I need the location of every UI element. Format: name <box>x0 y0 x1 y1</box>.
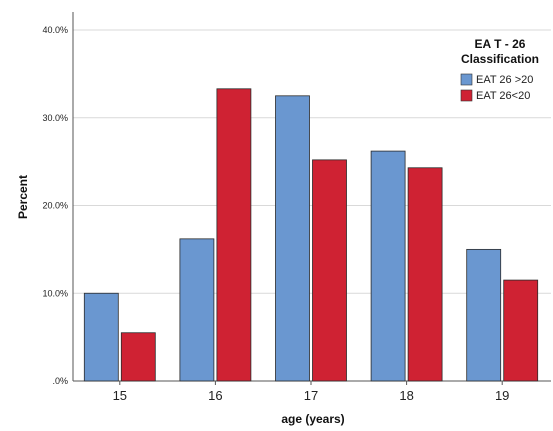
bars <box>83 88 539 382</box>
legend-label-eat26-gt20: EAT 26 >20 <box>476 74 533 86</box>
x-tick-label-19: 19 <box>495 388 509 403</box>
legend-title-line2: Classification <box>461 52 539 66</box>
x-tick-label-15: 15 <box>113 388 127 403</box>
bar-eat26-gt20-15 <box>83 292 119 382</box>
legend-label-eat26-lt20: EAT 26<20 <box>476 90 530 102</box>
x-tick-labels: 15 16 17 18 19 <box>113 381 509 403</box>
y-tick-labels: .0% 10.0% 20.0% 30.0% 40.0% <box>42 25 68 386</box>
x-tick-label-16: 16 <box>208 388 222 403</box>
x-tick-label-17: 17 <box>304 388 318 403</box>
bar-eat26-gt20-16 <box>179 238 215 382</box>
bar-eat26-lt20-18 <box>407 167 443 382</box>
x-axis-title: age (years) <box>281 412 344 426</box>
y-tick-label: 20.0% <box>42 201 68 211</box>
legend-title-line1: EA T - 26 <box>475 37 526 51</box>
bar-eat26-lt20-17 <box>312 159 347 382</box>
bar-eat26-lt20-15 <box>120 332 156 382</box>
bar-eat26-gt20-19 <box>466 248 502 382</box>
legend-swatch-eat26-lt20 <box>460 89 473 102</box>
bar-eat26-lt20-16 <box>216 88 252 382</box>
bar-eat26-gt20-18 <box>370 150 406 382</box>
y-axis-title: Percent <box>16 175 30 219</box>
bar-eat26-gt20-17 <box>275 95 310 382</box>
bar-eat26-lt20-19 <box>503 279 539 382</box>
legend: EA T - 26 Classification EAT 26 >20 EAT … <box>460 37 539 102</box>
y-tick-label: 40.0% <box>42 25 68 35</box>
y-tick-label: 30.0% <box>42 113 68 123</box>
y-tick-label: 10.0% <box>42 288 68 298</box>
legend-swatch-eat26-gt20 <box>460 73 473 86</box>
y-tick-label: .0% <box>52 376 68 386</box>
x-tick-label-18: 18 <box>399 388 413 403</box>
